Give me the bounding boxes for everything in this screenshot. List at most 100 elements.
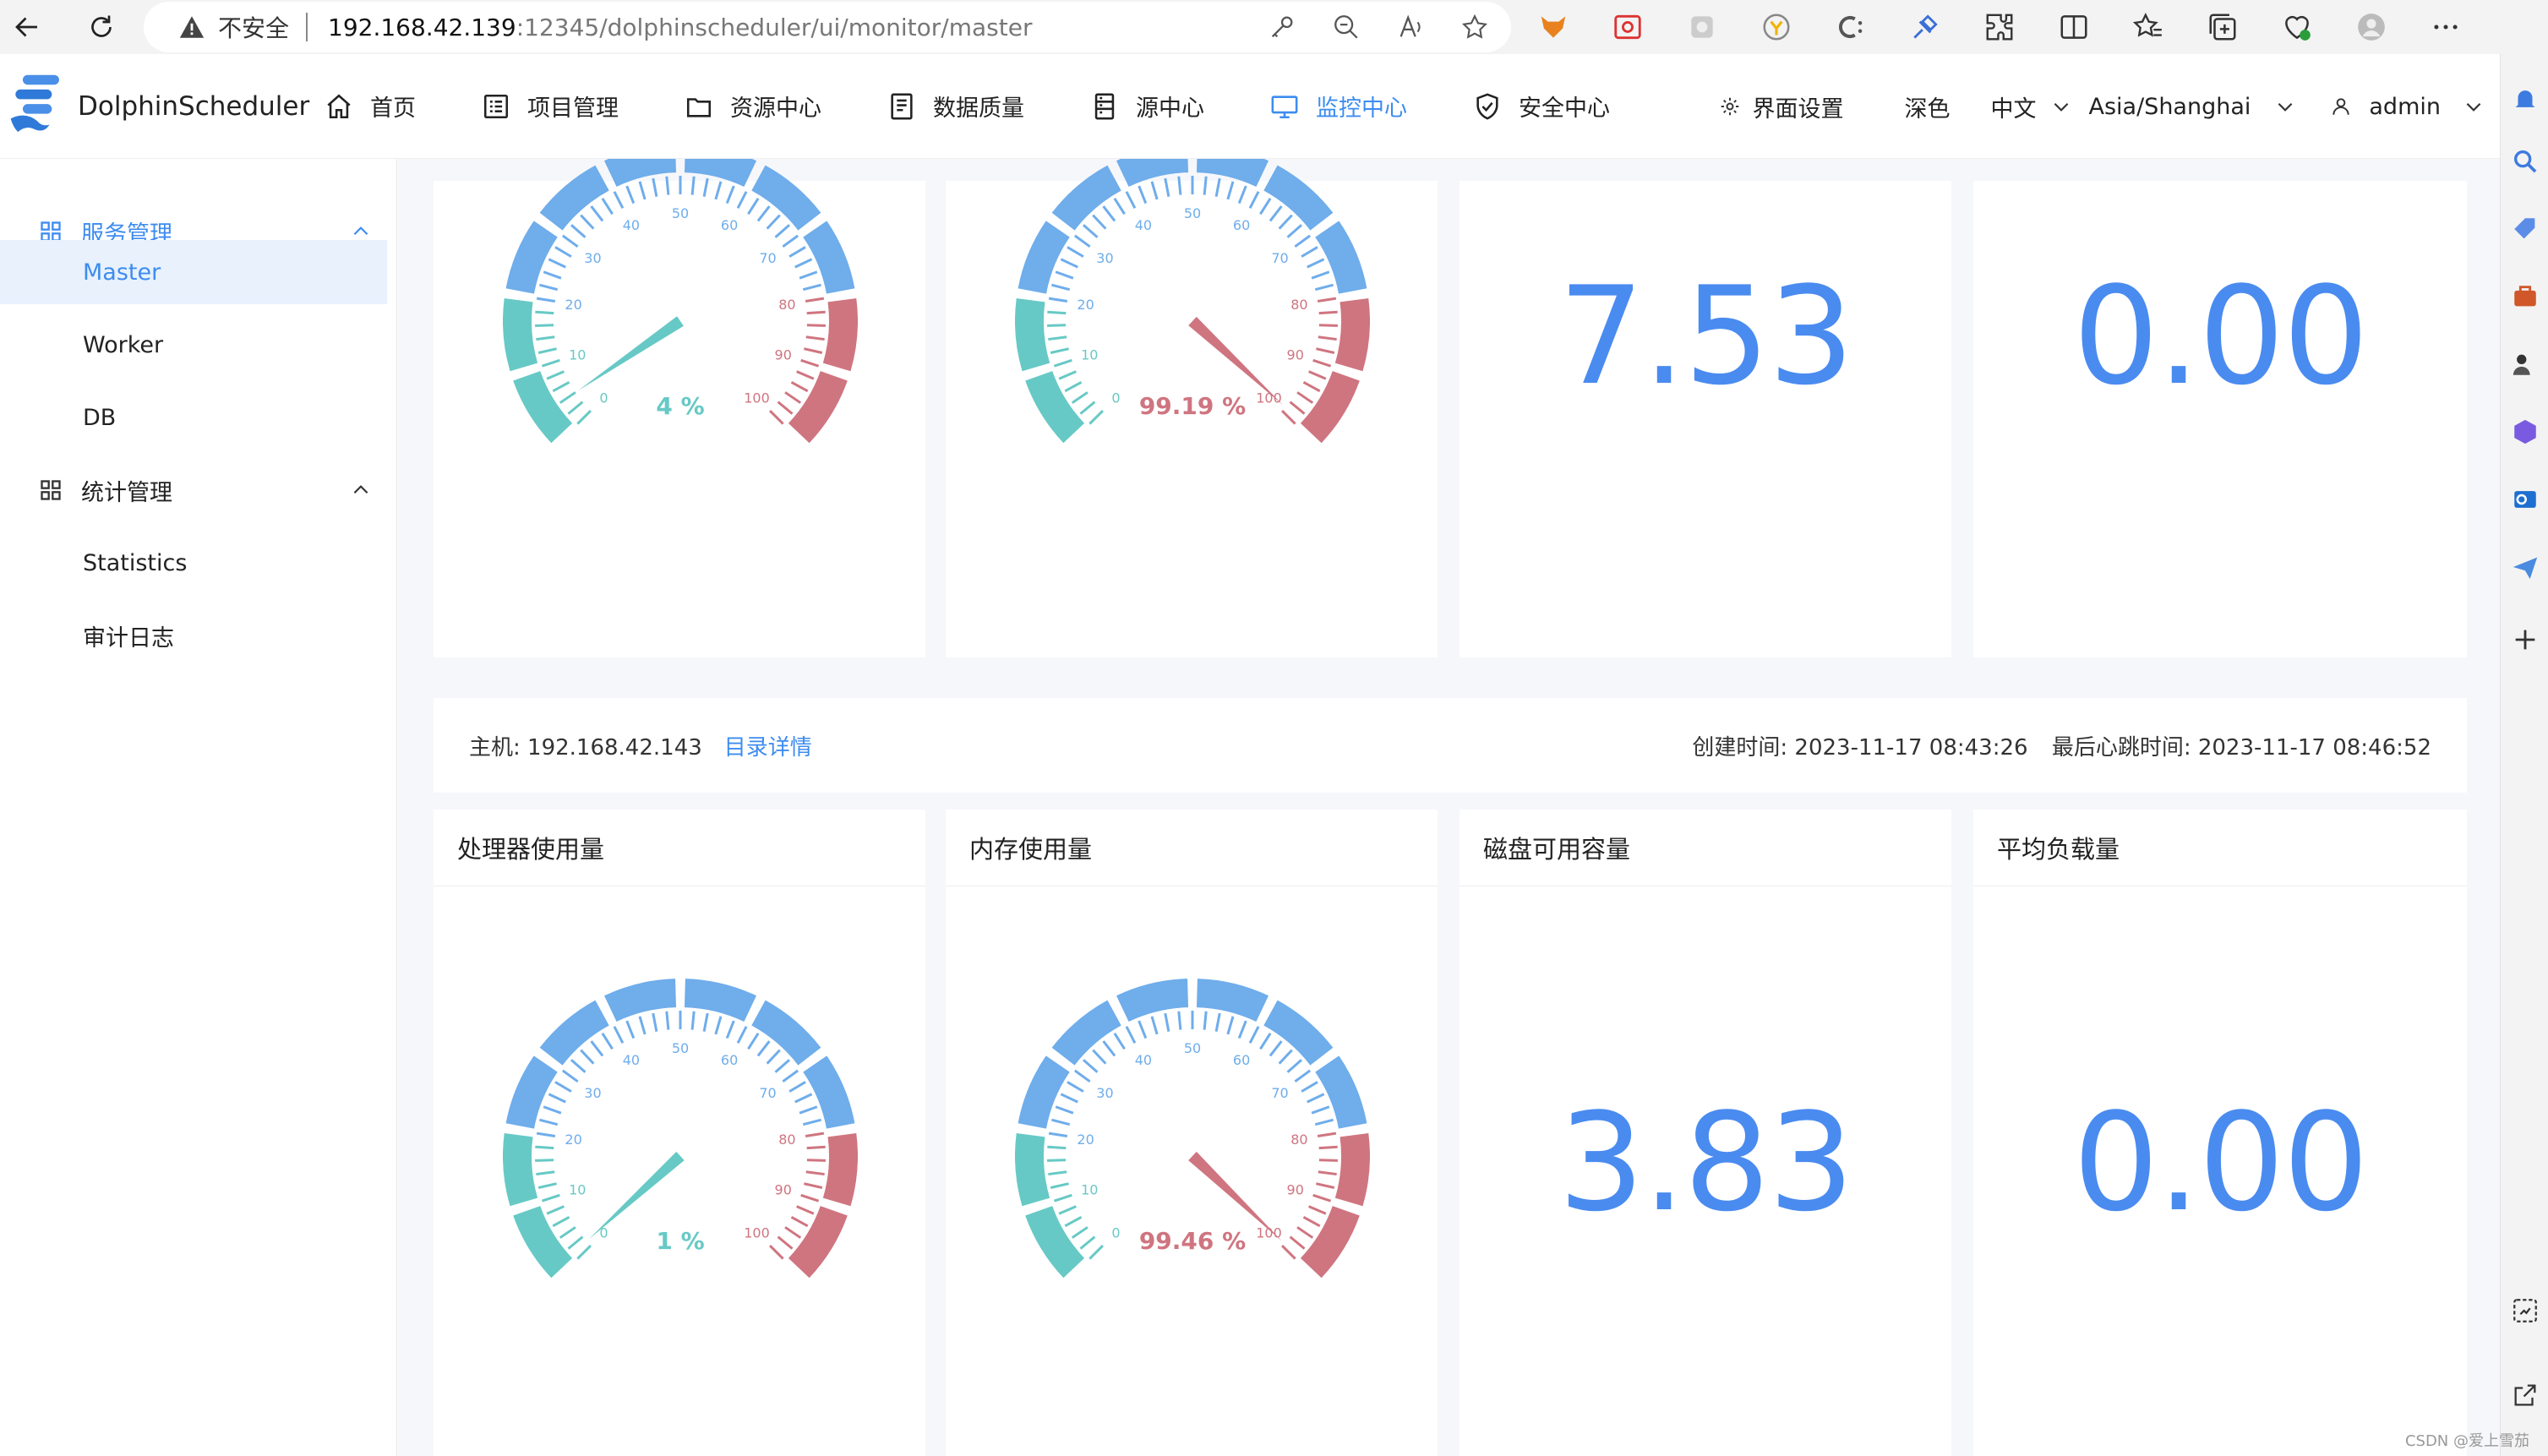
gauge-segment [822, 298, 858, 372]
zoom-out-icon[interactable] [1332, 13, 1361, 41]
gauge-tick [665, 176, 670, 195]
menu-item-label: 安全中心 [1519, 95, 1610, 122]
gauge-segment [1018, 1055, 1070, 1129]
gauge-tick [548, 1093, 566, 1104]
gauge-segment [788, 1206, 848, 1279]
load-average-value: 0.00 [2072, 1083, 2369, 1241]
collections-icon[interactable] [2203, 8, 2242, 46]
back-icon[interactable] [2, 2, 52, 52]
menu-item-database[interactable]: 源中心 [1090, 90, 1204, 123]
directory-details-link[interactable]: 目录详情 [723, 734, 812, 761]
gauge-tick-label: 60 [721, 1052, 738, 1068]
menu-item-document[interactable]: 数据质量 [887, 90, 1024, 123]
gauge-segment [1116, 979, 1189, 1022]
search-icon[interactable] [2511, 147, 2540, 176]
monitor-icon [1271, 95, 1298, 118]
extensions-icon[interactable] [1980, 8, 2019, 46]
satellite-extension-icon[interactable] [1906, 8, 1945, 46]
disk-capacity-value: 7.53 [1558, 257, 1854, 415]
card-title: 磁盘可用容量 [1483, 835, 1631, 864]
cpu-usage-card-top: 0 10 20 30 40 50 60 70 80 90 100 4 % [434, 159, 925, 657]
screenshot-tool-icon[interactable] [2511, 1296, 2540, 1325]
fox-extension-icon[interactable] [1534, 8, 1573, 46]
gauge-tick [1269, 205, 1283, 222]
menu-item-list[interactable]: 项目管理 [482, 90, 619, 123]
gauge-tick [580, 214, 595, 230]
gauge-tick [769, 410, 784, 425]
gauge-tick [1308, 1205, 1327, 1215]
extension-puzzle-gray-icon[interactable] [1683, 8, 1721, 46]
address-bar[interactable]: 不安全 192.168.42.139:12345/dolphinschedule… [144, 2, 1511, 52]
ui-settings-button[interactable]: 界面设置 [1719, 90, 1844, 123]
sidebar-item-statistics[interactable]: Statistics [0, 531, 387, 595]
brand-logo[interactable]: DolphinScheduler [3, 70, 325, 143]
tag-icon[interactable] [2511, 215, 2540, 243]
profile-avatar-icon[interactable] [2352, 8, 2391, 46]
c-sharp-extension-icon[interactable] [1831, 8, 1870, 46]
gauge-tick [536, 335, 555, 341]
timezone-select[interactable]: Asia/Shanghai [2089, 94, 2297, 120]
gauge-tick [576, 410, 592, 425]
gauge-tick [736, 191, 748, 210]
briefcase-icon[interactable] [2511, 282, 2540, 311]
favorite-icon[interactable] [1460, 13, 1489, 41]
gauge-tick [702, 177, 709, 197]
gauge-segment [503, 298, 538, 372]
sidebar-item-audit-log[interactable]: 审计日志 [0, 603, 387, 668]
gauge-tick [1102, 1040, 1116, 1057]
gauge-tick [638, 181, 647, 200]
load-average-card: 平均负载量 0.00 [1973, 810, 2467, 1456]
menu-item-shield[interactable]: 安全中心 [1473, 90, 1610, 123]
gauge-tick [1058, 370, 1077, 380]
menu-item-monitor[interactable]: 监控中心 [1270, 90, 1407, 123]
gauge-tick [1307, 1093, 1325, 1104]
key-icon[interactable] [1268, 13, 1296, 41]
gauge-segment [1315, 221, 1367, 294]
sidebar-item-master[interactable]: Master [0, 240, 387, 304]
more-icon[interactable] [2426, 8, 2465, 46]
theme-toggle[interactable]: 深色 [1905, 90, 1951, 123]
user-icon [2332, 98, 2350, 115]
menu-item-folder[interactable]: 资源中心 [685, 90, 821, 123]
chevron-up-icon [353, 226, 368, 236]
gauge-tick [1082, 1059, 1099, 1073]
favorites-icon[interactable] [2129, 8, 2168, 46]
refresh-icon[interactable] [76, 2, 127, 52]
yellow-extension-icon[interactable] [1757, 8, 1796, 46]
language-select[interactable]: 中文 [1991, 90, 2072, 123]
bell-icon[interactable] [2511, 85, 2540, 113]
gauge-tick-label: 60 [1233, 217, 1250, 233]
sidebar-item-worker[interactable]: Worker [0, 313, 387, 377]
gauge-tick [777, 1235, 794, 1250]
gauge-tick [1318, 310, 1338, 315]
health-icon[interactable] [2278, 8, 2316, 46]
gauge-tick [1294, 234, 1312, 248]
send-icon[interactable] [2511, 553, 2540, 581]
gauge-tick-label: 90 [775, 1182, 792, 1198]
database-icon [1094, 93, 1115, 119]
gauge-tick [1318, 324, 1338, 327]
external-link-icon[interactable] [2511, 1381, 2540, 1410]
menu-item-home[interactable]: 首页 [325, 90, 416, 123]
gauge-tick-label: 50 [672, 1040, 689, 1056]
gauge-tick [552, 380, 570, 393]
gauge-tick [1203, 1011, 1208, 1030]
people-icon[interactable] [2511, 350, 2540, 379]
outlook-icon[interactable] [2511, 485, 2540, 514]
split-screen-icon[interactable] [2054, 8, 2093, 46]
read-aloud-icon[interactable] [1396, 13, 1425, 41]
copilot-icon[interactable] [2511, 417, 2540, 446]
gauge-tick [601, 197, 614, 215]
user-menu[interactable]: admin [2330, 94, 2485, 120]
gauge-tick [1164, 177, 1170, 197]
chevron-down-icon [2466, 102, 2481, 112]
add-icon[interactable] [2511, 625, 2540, 654]
gauge-segment [1300, 1206, 1360, 1279]
sidebar-item-label: DB [83, 404, 117, 431]
gauge-tick-label: 100 [1256, 390, 1282, 406]
screenshot-extension-icon[interactable] [1608, 8, 1647, 46]
gauge-tick [806, 1159, 826, 1162]
sidebar-group-statistics[interactable]: 统计管理 [0, 458, 397, 522]
sidebar-item-db[interactable]: DB [0, 385, 387, 450]
gauge-pointer [589, 1151, 685, 1240]
